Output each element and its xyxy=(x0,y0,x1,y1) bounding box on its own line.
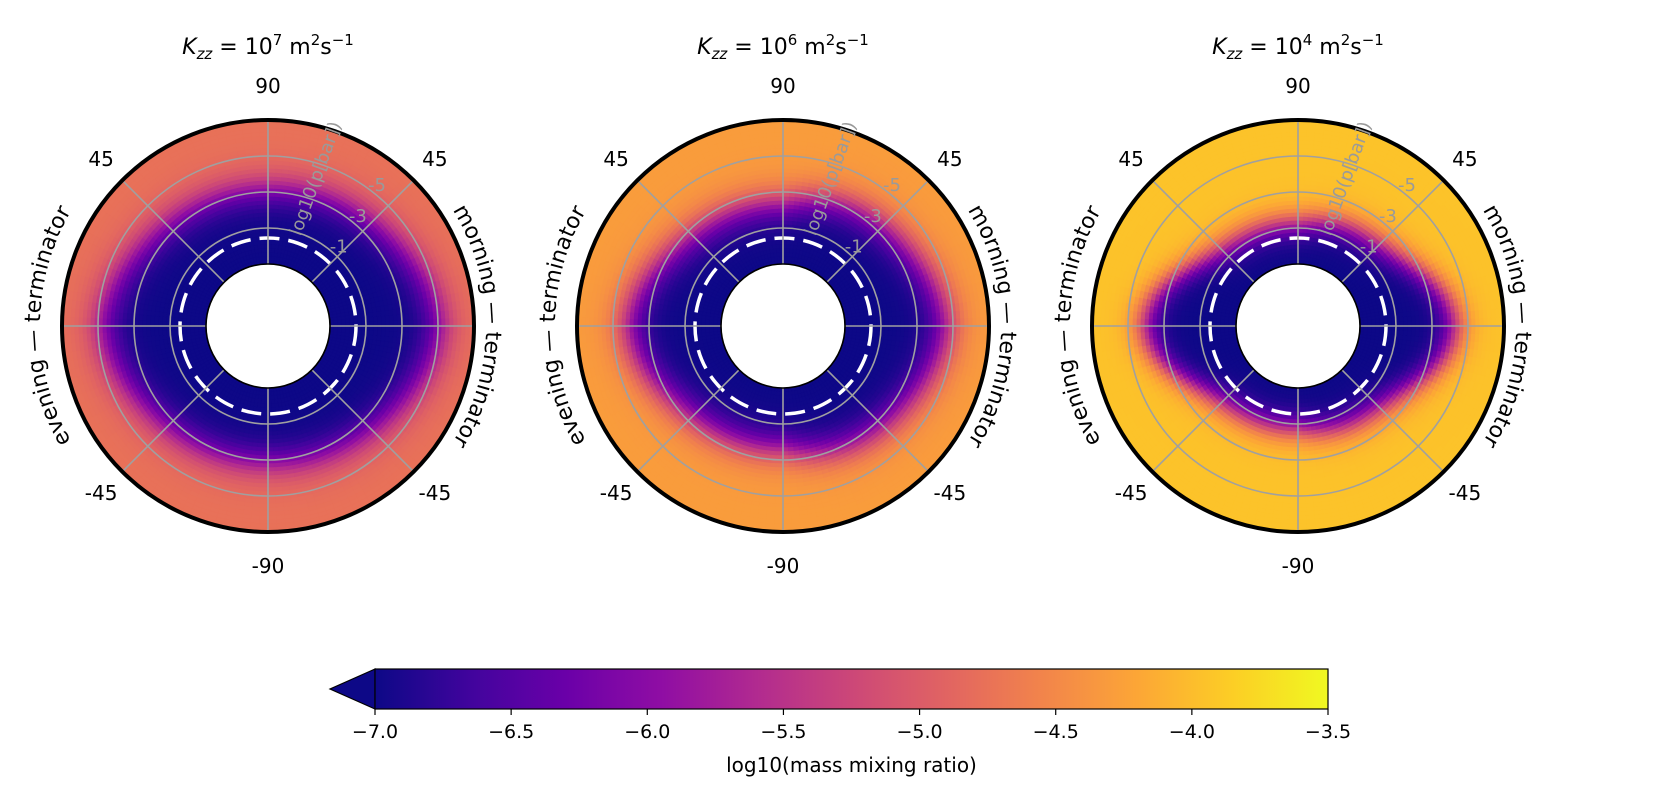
field-cells xyxy=(61,119,475,533)
